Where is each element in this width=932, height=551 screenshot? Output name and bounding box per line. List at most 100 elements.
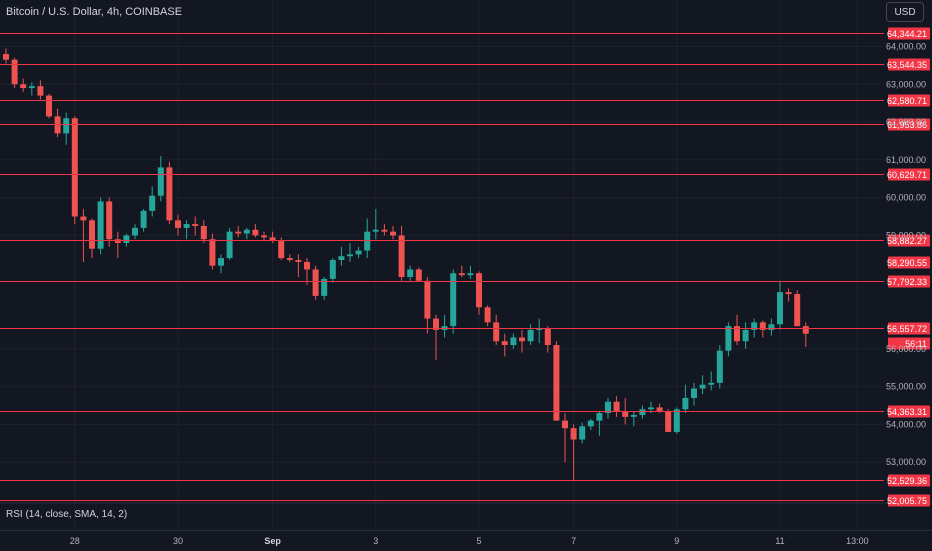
candle-body: [708, 382, 715, 385]
candle-body: [433, 318, 439, 330]
candle-body: [329, 260, 336, 279]
level-price-label: 61,953.86: [887, 120, 927, 130]
time-axis[interactable]: 28 30 Sep 3 5 7 9 11 13:00: [0, 530, 932, 551]
candle-body: [123, 235, 130, 243]
candle-body: [596, 413, 603, 421]
candle-body: [286, 258, 293, 260]
price-tick-label: 56,000.00: [886, 344, 926, 354]
candle-body: [458, 273, 465, 276]
candle-body: [261, 235, 267, 238]
level-price-tag: [888, 94, 930, 107]
candle-body: [235, 231, 242, 234]
candle-body: [562, 420, 568, 429]
candle-body: [157, 167, 164, 196]
price-tick-label: 63,000.00: [886, 79, 926, 89]
level-price-tag: [888, 168, 930, 181]
candle-body: [510, 337, 517, 346]
candle-body: [484, 307, 491, 323]
candle-body: [192, 224, 199, 226]
candle-body: [381, 229, 388, 232]
candle-body: [501, 341, 508, 346]
time-tick-label: Sep: [264, 536, 281, 546]
candle-body: [665, 411, 672, 432]
candle-body: [725, 326, 732, 351]
candle-body: [200, 225, 207, 240]
candle-body: [71, 118, 78, 217]
level-price-label: 62,580.71: [887, 96, 927, 106]
candle-body: [716, 350, 723, 383]
candle-body: [226, 231, 233, 259]
candle-body: [622, 411, 629, 417]
time-tick-label: 13:00: [846, 536, 869, 546]
candle-body: [407, 269, 414, 278]
candle-body: [149, 195, 156, 211]
candle-body: [673, 409, 680, 432]
price-axis[interactable]: 64,000.00 63,000.00 62,000.00 61,000.00 60,0…: [886, 41, 926, 467]
candle-body: [751, 322, 758, 330]
price-tag-label: 56:11: [905, 339, 927, 349]
rsi-indicator-label[interactable]: RSI (14, close, SMA, 14, 2): [6, 509, 128, 520]
candle-body: [639, 409, 646, 415]
candle-body: [372, 229, 379, 232]
candle-body: [321, 278, 328, 296]
candle-body: [699, 384, 706, 389]
candle-body: [304, 261, 310, 270]
candle-body: [209, 239, 216, 266]
candle-body: [579, 426, 586, 440]
time-tick-label: 30: [172, 536, 184, 546]
level-price-tag: [888, 494, 930, 507]
chart-title: Bitcoin / U.S. Dollar, 4h, COINBASE: [6, 6, 183, 18]
candle-body: [519, 337, 525, 342]
candle-body: [175, 220, 181, 228]
level-price-label: 52,529.36: [887, 476, 927, 486]
candle-body: [63, 118, 70, 134]
candle-body: [467, 273, 474, 276]
level-price-label: 54,363.31: [887, 407, 927, 417]
candle-body: [759, 322, 766, 330]
candle-body: [802, 326, 809, 334]
candle-body: [46, 95, 52, 117]
horizontal-level-lines[interactable]: 64,344.21 63,544.35 62,580.71 61,953.86 60,6…: [0, 27, 930, 507]
candle-body: [278, 241, 285, 259]
currency-button[interactable]: USD: [886, 2, 924, 22]
candle-body: [80, 216, 87, 221]
level-price-label: 60,629.71: [887, 170, 927, 180]
candle-body: [28, 86, 35, 89]
level-price-tag: [888, 234, 930, 247]
level-price-tag: [888, 118, 930, 131]
candle-body: [218, 258, 224, 266]
candle-body: [648, 407, 654, 410]
level-price-tag: [888, 27, 930, 40]
candle-body: [183, 224, 190, 228]
candle-body: [338, 256, 345, 260]
candle-body: [20, 84, 27, 89]
candle-body: [493, 322, 500, 342]
candle-body: [682, 397, 689, 410]
candle-body: [166, 167, 173, 221]
level-price-tag: [888, 275, 930, 288]
price-tag: [888, 256, 930, 269]
candles: [3, 48, 809, 482]
candle-body: [114, 239, 121, 243]
price-tag: [888, 337, 930, 350]
price-tick-label: 61,000.00: [886, 155, 926, 165]
level-price-label: 63,544.35: [887, 60, 927, 70]
candle-body: [347, 254, 353, 257]
candle-body: [742, 329, 749, 342]
time-tick-label: 7: [571, 536, 577, 546]
candle-body: [312, 269, 319, 296]
candle-body: [243, 229, 250, 234]
candle-body: [768, 324, 775, 330]
level-price-label: 58,882.27: [887, 236, 927, 246]
level-price-tag: [888, 58, 930, 71]
candle-body: [587, 420, 594, 427]
candle-body: [613, 401, 620, 412]
candle-body: [89, 220, 95, 249]
candle-body: [106, 201, 113, 240]
price-tick-label: 62,000.00: [886, 117, 926, 127]
candle-body: [355, 250, 362, 255]
candle-body: [11, 59, 18, 85]
candle-body: [794, 294, 801, 327]
price-tick-label: 55,000.00: [886, 382, 926, 392]
